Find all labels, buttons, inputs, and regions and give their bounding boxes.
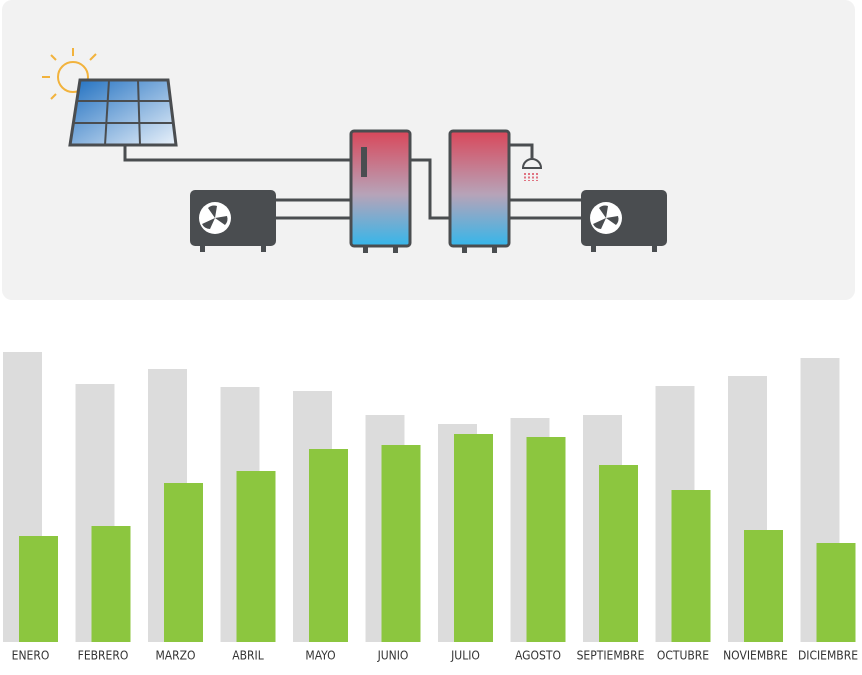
x-tick-label: MAYO xyxy=(305,649,335,663)
x-tick-label: JUNIO xyxy=(377,649,409,663)
bar xyxy=(91,526,131,642)
tank xyxy=(349,129,412,253)
x-tick-label: SEPTIEMBRE xyxy=(577,649,645,663)
solar-panel xyxy=(68,78,178,147)
x-tick-label: NOVIEMBRE xyxy=(723,649,788,663)
bar xyxy=(164,483,203,642)
pipe xyxy=(275,198,352,220)
bar-chart: ENERO FEBRERO MARZO ABRIL MAYO JUNIO JULIO AGOS… xyxy=(3,352,858,663)
bar xyxy=(381,445,421,642)
sun xyxy=(42,48,97,100)
bar xyxy=(454,434,493,642)
shower xyxy=(521,158,543,181)
bar xyxy=(526,437,566,642)
diagram-background xyxy=(2,0,855,300)
bar xyxy=(599,465,638,642)
bar xyxy=(671,490,711,642)
x-tick-label: FEBRERO xyxy=(78,649,129,663)
x-tick-label: MARZO xyxy=(155,649,195,663)
heat-pump xyxy=(581,190,667,252)
x-tick-label: ABRIL xyxy=(232,649,263,663)
heat-pump xyxy=(190,190,276,252)
bar xyxy=(236,471,276,642)
bar xyxy=(309,449,348,642)
pipe xyxy=(409,158,451,220)
bar xyxy=(19,536,58,642)
pipe xyxy=(509,198,582,220)
diagram xyxy=(2,0,855,300)
tank xyxy=(448,129,511,253)
bar xyxy=(744,530,783,642)
x-tick-label: AGOSTO xyxy=(515,649,561,663)
pipe xyxy=(509,143,534,158)
pipe xyxy=(123,145,352,162)
x-tick-label: ENERO xyxy=(12,649,50,663)
x-tick-label: JULIO xyxy=(450,649,480,663)
x-tick-label: DICIEMBRE xyxy=(798,649,858,663)
x-tick-label: OCTUBRE xyxy=(657,649,709,663)
bar xyxy=(816,543,856,642)
